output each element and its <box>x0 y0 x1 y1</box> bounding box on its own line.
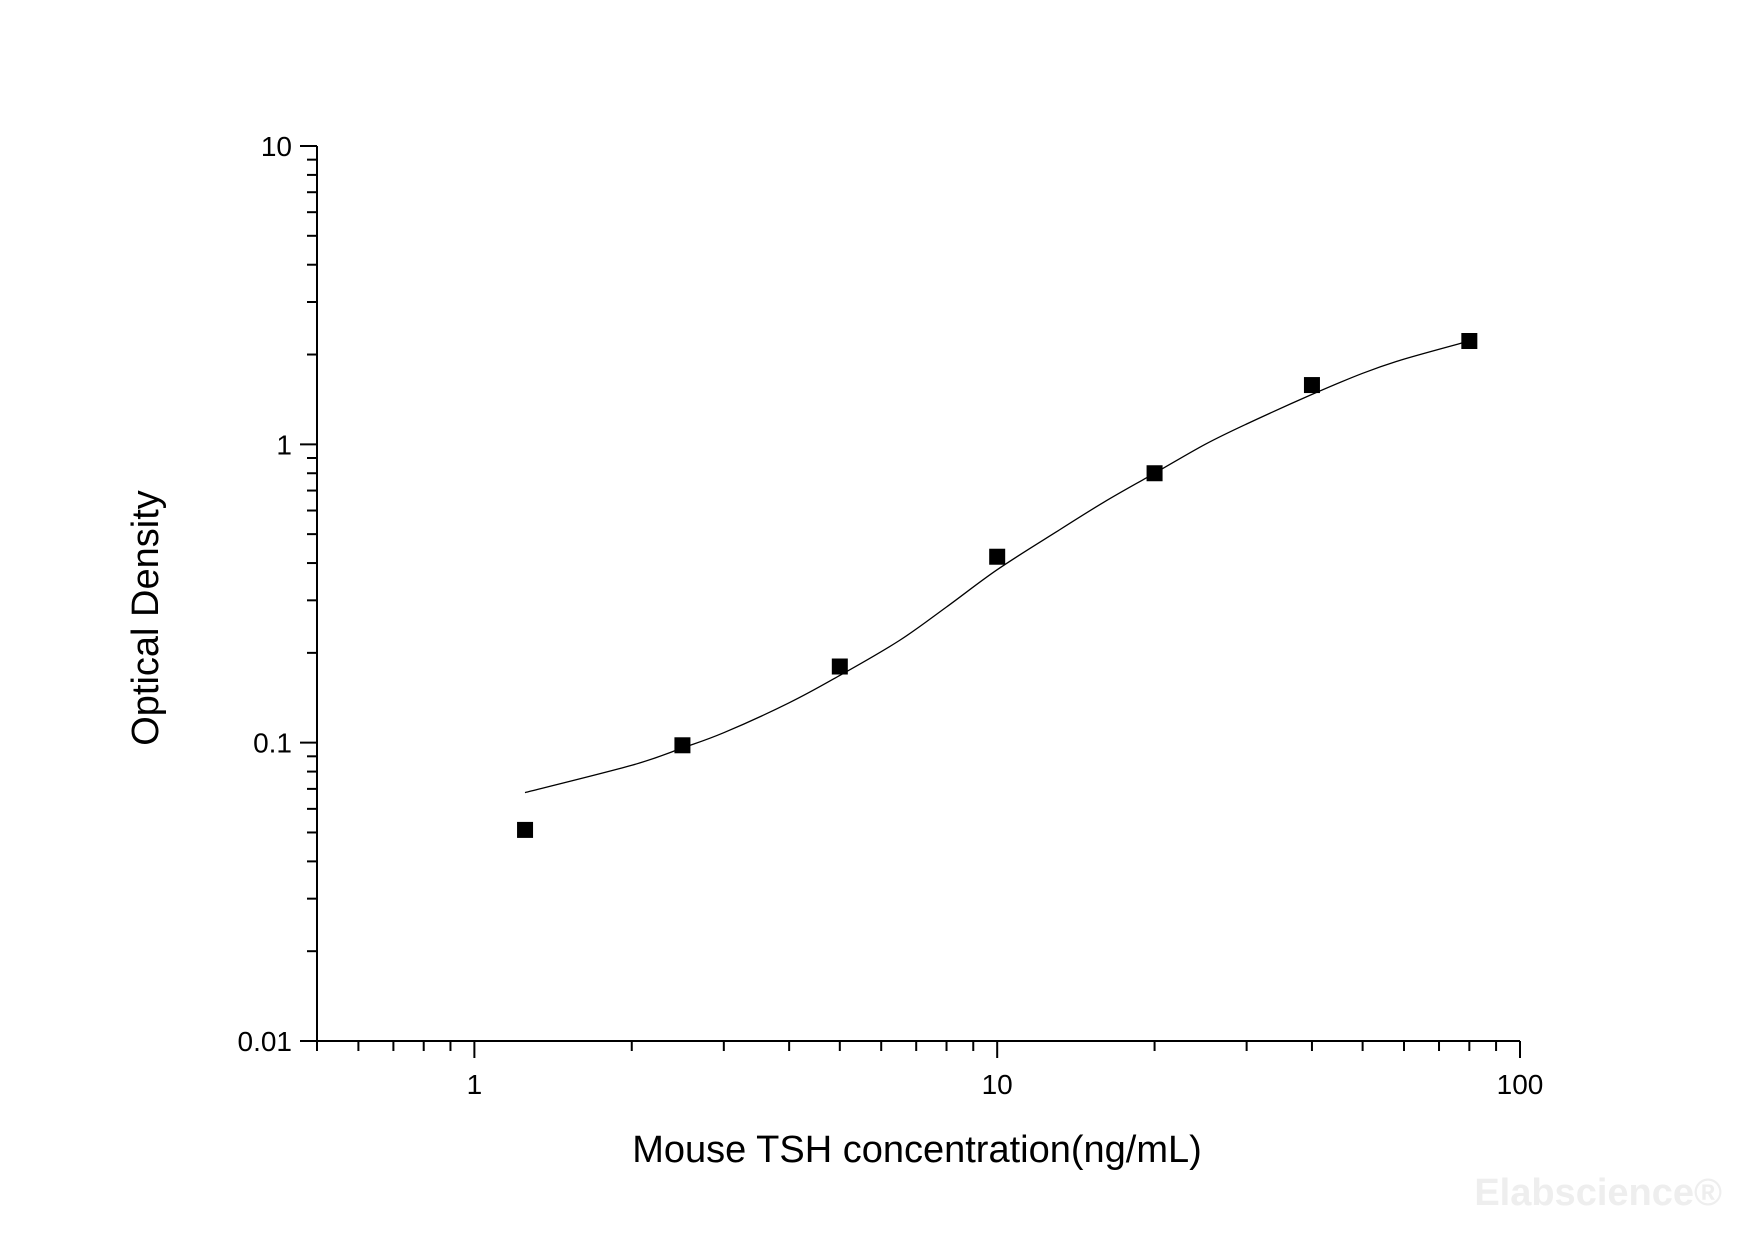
y-axis-ticks: 0.01 0.1 1 10 <box>238 131 317 1057</box>
y-tick-label: 1 <box>276 429 292 460</box>
x-tick-label: 1 <box>467 1069 483 1100</box>
data-point <box>989 548 1006 565</box>
data-point <box>831 658 848 675</box>
data-point <box>517 821 534 838</box>
watermark-logo: Elabscience® <box>1474 1172 1722 1214</box>
data-point <box>1146 465 1163 482</box>
x-axis-ticks: 1 10 100 <box>316 1041 1544 1100</box>
x-tick-label: 100 <box>1497 1069 1544 1100</box>
x-axis-label: Mouse TSH concentration(ng/mL) <box>632 1129 1202 1171</box>
y-tick-label: 0.1 <box>253 728 292 759</box>
y-tick-label: 10 <box>261 131 292 162</box>
y-tick-label: 0.01 <box>238 1026 293 1057</box>
data-point <box>674 737 691 754</box>
x-tick-label: 10 <box>982 1069 1013 1100</box>
fit-curve <box>524 340 1470 794</box>
data-points <box>517 333 1478 838</box>
y-axis-label: Optical Density <box>125 490 167 746</box>
data-point <box>1303 377 1320 394</box>
data-point <box>1461 333 1478 350</box>
axes <box>316 146 1520 1042</box>
